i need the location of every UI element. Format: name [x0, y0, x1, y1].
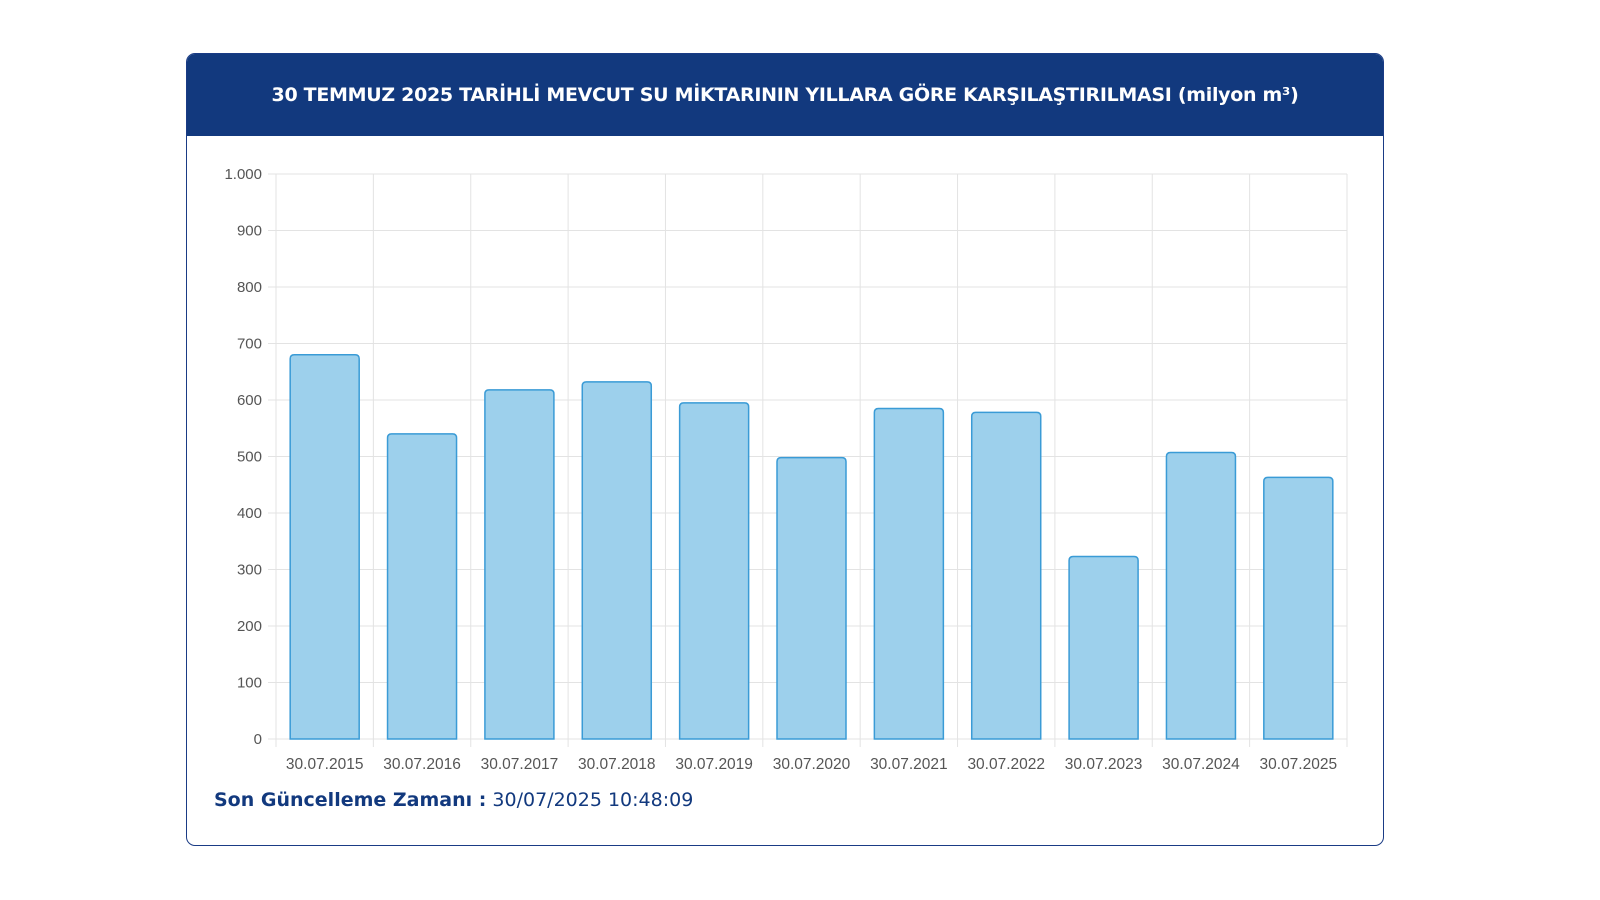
bar-30.07.2018 — [581, 381, 653, 740]
bar-30.07.2025 — [1263, 476, 1334, 740]
x-tick-label: 30.07.2020 — [773, 756, 851, 773]
y-tick-label: 0 — [254, 731, 262, 748]
x-tick-label: 30.07.2019 — [675, 756, 753, 773]
chart-card: 30 TEMMUZ 2025 TARİHLİ MEVCUT SU MİKTARI… — [186, 53, 1384, 846]
x-tick-label: 30.07.2025 — [1260, 756, 1338, 773]
x-tick-label: 30.07.2021 — [870, 756, 948, 773]
last-update-value: 30/07/2025 10:48:09 — [492, 789, 694, 811]
x-tick-label: 30.07.2015 — [286, 756, 364, 773]
bar-30.07.2023 — [1068, 555, 1139, 740]
x-tick-label: 30.07.2018 — [578, 756, 656, 773]
bar-30.07.2022 — [970, 411, 1042, 740]
last-update-label: Son Güncelleme Zamanı : — [214, 789, 487, 811]
x-tick-label: 30.07.2023 — [1065, 756, 1143, 773]
bar-30.07.2021 — [873, 407, 945, 740]
chart-title: 30 TEMMUZ 2025 TARİHLİ MEVCUT SU MİKTARI… — [271, 84, 1299, 106]
bar-30.07.2016 — [386, 433, 458, 740]
y-tick-label: 200 — [237, 618, 262, 635]
y-tick-label: 900 — [237, 223, 262, 240]
bar-30.07.2015 — [289, 354, 360, 740]
y-tick-label: 700 — [237, 336, 262, 353]
y-tick-label: 100 — [237, 675, 262, 692]
last-update: Son Güncelleme Zamanı : 30/07/2025 10:48… — [214, 789, 693, 811]
y-tick-label: 800 — [237, 279, 262, 296]
bars — [289, 354, 1334, 740]
bar-30.07.2020 — [776, 456, 847, 740]
x-tick-label: 30.07.2017 — [481, 756, 559, 773]
card-header: 30 TEMMUZ 2025 TARİHLİ MEVCUT SU MİKTARI… — [187, 54, 1383, 136]
x-tick-label: 30.07.2024 — [1162, 756, 1240, 773]
y-tick-label: 1.000 — [224, 166, 262, 183]
x-axis-ticks: 30.07.2015 30.07.2016 30.07.2017 30.07.2018… — [286, 756, 1337, 773]
y-tick-label: 400 — [237, 505, 262, 522]
y-tick-label: 300 — [237, 562, 262, 579]
bar-30.07.2019 — [678, 402, 750, 740]
y-tick-label: 500 — [237, 449, 262, 466]
bar-30.07.2024 — [1165, 451, 1237, 740]
bar-30.07.2017 — [484, 389, 555, 740]
bar-chart: 0 100 200 300 400 500 600 700 800 900 1.000 30.07.… — [224, 166, 1348, 773]
x-tick-label: 30.07.2016 — [383, 756, 461, 773]
y-axis-ticks: 0 100 200 300 400 500 600 700 800 900 1.000 — [224, 166, 262, 748]
x-tick-label: 30.07.2022 — [967, 756, 1045, 773]
y-tick-label: 600 — [237, 392, 262, 409]
